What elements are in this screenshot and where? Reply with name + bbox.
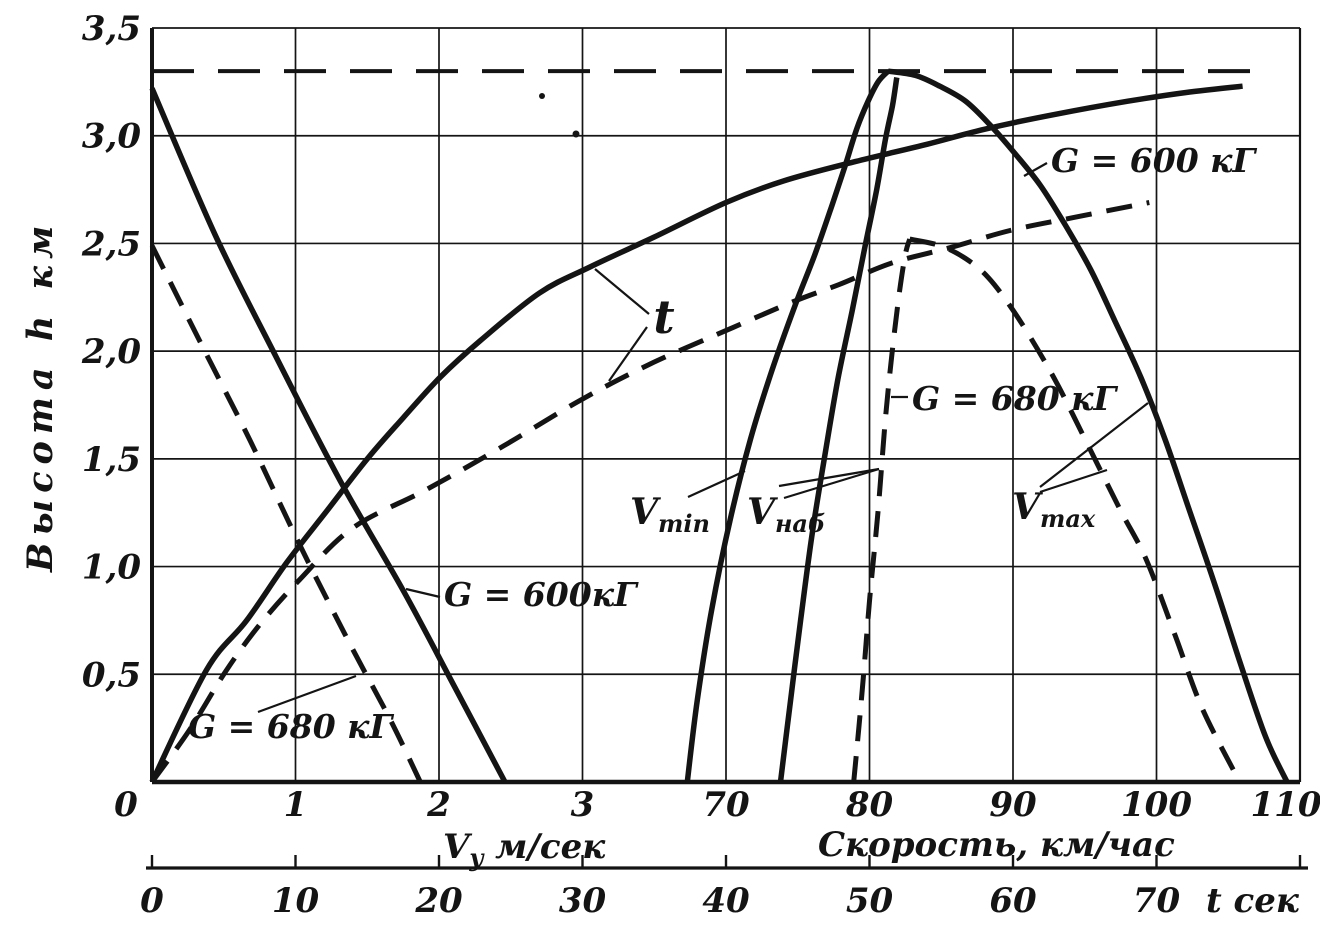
t-tick-label: 40 [702,881,750,921]
curve-vy600 [149,87,508,784]
curve-t680 [149,200,1150,784]
vy-axis-caption: Vy м/сек [443,827,606,872]
x-tick-label: 80 [845,785,894,825]
leader-line-vmax [1039,468,1108,494]
curve-t600 [149,83,1243,784]
leader-line-vnab [783,467,880,500]
curve-vnab680 [851,238,913,783]
x-tick-label: 70 [702,785,750,825]
curve-label-g680-mid: G = 680 кГ [912,379,1119,418]
curve-label-vnab: Vнаб [747,491,825,538]
leader-line-vmin [687,469,746,499]
x-tick-label: 110 [1251,785,1320,825]
y-tick-label: 0,5 [82,655,141,695]
leader-line-t [608,326,648,382]
curve-vmax680 [909,236,1242,784]
curve-label-vmax: Vmax [1012,486,1096,533]
speed-axis-caption: Скорость, км/час [818,825,1175,865]
t-tick-label: 60 [989,881,1037,921]
curve-vnab600 [777,77,900,783]
leader-line-g680-bottom [257,674,357,714]
t-tick-label: 10 [272,881,320,921]
curve-vmax600 [887,68,1290,784]
t-tick-label: 20 [414,881,463,921]
curve-label-t: t [653,290,674,344]
curve-label-g600-top: G = 600 кГ [1051,141,1258,180]
leader-line-t [594,268,650,315]
y-axis-title: Высота h км [20,219,61,573]
y-tick-label: 1,5 [82,440,141,480]
y-tick-label: 1,0 [82,548,141,588]
t-tick-label: 30 [559,881,607,921]
curve-label-g680-bottom: G = 680 кГ [188,707,395,746]
t-tick-label: 70 [1133,881,1181,921]
ink-speck [572,130,580,138]
y-tick-label: 2,0 [81,332,141,372]
x-tick-label: 90 [989,785,1037,825]
x-tick-label: 1 [284,785,308,825]
leader-line-g600-top [1023,162,1048,177]
y-tick-label: 3,0 [82,117,141,157]
curve-vmin600 [684,69,891,783]
x-tick-label: 100 [1121,785,1192,825]
t-tick-label: 50 [846,881,894,921]
curve-label-g600-left: G = 600кГ [444,575,639,614]
y-tick-label: 3,5 [82,9,141,49]
x-tick-label: 2 [426,785,451,825]
leader-line-vmax [1039,402,1149,488]
curve-vy680 [149,244,423,784]
t-tick-label: 0 [140,881,164,921]
curve-label-vmin: Vmin [630,491,710,538]
x-tick-label: 0 [114,785,138,825]
leader-line-vnab [778,467,880,488]
t-axis-caption: t сек [1206,881,1300,921]
ink-speck [539,93,545,99]
leader-line-g600-left [405,587,441,599]
y-tick-label: 2,5 [81,224,141,264]
x-tick-label: 3 [571,785,595,825]
